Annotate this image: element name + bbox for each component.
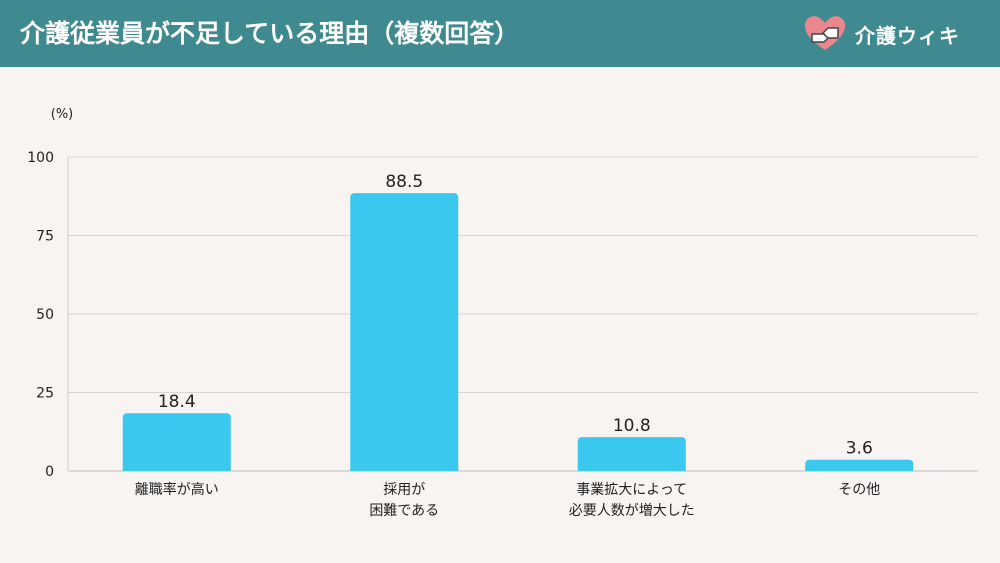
x-tick-label: 離職率が高い [134, 482, 219, 498]
bar-base [122, 467, 231, 471]
x-tick-label: 事業拡大によって 必要人数が増大した [568, 482, 695, 519]
y-tick-label: 100 [27, 150, 54, 166]
y-tick-label: 50 [36, 307, 54, 323]
data-label: 3.6 [846, 439, 873, 459]
x-tick-label: その他 [838, 482, 881, 498]
bar [577, 437, 686, 471]
y-tick-label: 75 [36, 229, 54, 245]
bar [350, 193, 459, 472]
y-tick-label: 25 [36, 386, 54, 402]
y-tick-label: 0 [45, 464, 54, 480]
page-title: 介護従業員が不足している理由（複数回答） [20, 19, 520, 48]
data-label: 18.4 [158, 392, 196, 412]
bar-base [577, 467, 686, 471]
x-tick-label: 採用が 困難である [369, 482, 440, 519]
data-label: 88.5 [385, 172, 423, 192]
bar-chart: (%) 0 25 50 75 100 18.4 88.5 10.8 3.6 [27, 107, 978, 480]
header-bar: 介護従業員が不足している理由（複数回答） 介護ウィキ [0, 0, 1000, 67]
bar [122, 413, 231, 471]
bar-base [350, 467, 459, 471]
brand-name: 介護ウィキ [855, 24, 960, 48]
heart-hands-icon [804, 16, 846, 50]
bar-base [805, 467, 914, 471]
brand-logo[interactable]: 介護ウィキ [802, 12, 992, 54]
y-axis-unit: (%) [51, 107, 74, 122]
data-label: 10.8 [613, 416, 651, 436]
